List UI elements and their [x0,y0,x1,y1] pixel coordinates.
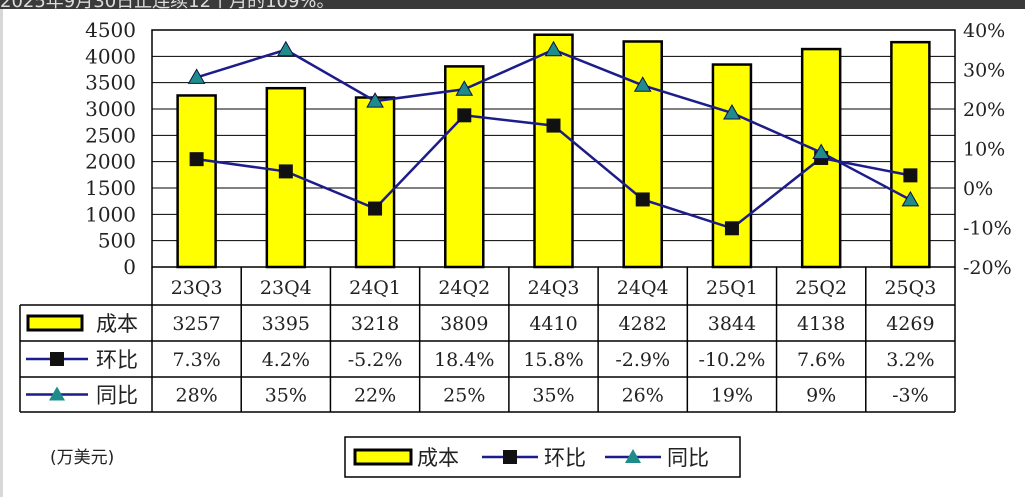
table-key-triangle [49,386,65,401]
y-tick-left: 3500 [85,71,136,95]
x-category-label: 24Q3 [528,277,580,299]
y-tick-left: 2000 [85,150,136,174]
bar [176,94,217,269]
table-cell: 4138 [797,313,845,335]
table-cell: -3% [892,385,929,407]
bar [622,40,663,269]
table-cell: -5.2% [348,349,403,371]
triangle-marker [276,40,295,57]
table-cell: -2.9% [615,349,670,371]
triangle-marker [455,80,474,96]
table-key-bar [26,314,84,332]
legend-key-bar [353,448,413,466]
bar [354,96,396,269]
table-cell: 3.2% [886,349,934,371]
table-cell: 28% [175,385,217,407]
y-tick-left: 2500 [85,123,136,147]
table-cell: 3257 [172,313,220,335]
legend-label: 环比 [544,446,586,470]
y-tick-left: 1000 [85,202,136,226]
bar [444,65,485,269]
y-tick-left: 1500 [85,176,136,200]
square-marker [635,192,650,207]
table-cell: 35% [265,385,307,407]
table-cell: 35% [532,385,574,407]
table-cell: 4269 [886,313,934,335]
table-series-name: 同比 [96,384,138,408]
y-tick-left: 3000 [85,97,136,121]
header-text: 2025年9月30日止连续12个月的109%。 [0,0,335,9]
legend-label: 成本 [417,446,459,470]
table-cell: 4.2% [262,349,310,371]
table-cell: 3218 [351,313,399,335]
x-category-label: 25Q1 [706,277,758,299]
x-category-label: 24Q4 [617,277,669,299]
legend-key-square [503,450,517,464]
y-tick-left: 0 [123,255,136,279]
table-key-square [50,352,64,366]
table-cell: 3844 [708,313,756,335]
y-tick-right: -20% [963,257,1012,279]
triangle-marker [901,190,920,207]
x-category-label: 23Q3 [171,277,223,299]
x-category-label: 24Q1 [349,277,401,299]
triangle-marker [544,40,563,57]
x-category-label: 23Q4 [260,277,312,299]
table-series-name: 环比 [96,348,138,372]
square-marker [278,164,293,179]
table-cell: 7.6% [797,349,845,371]
triangle-marker [812,143,831,159]
square-marker [546,118,561,133]
table-cell: 26% [622,385,664,407]
bar [533,33,574,269]
table-cell: 3809 [440,313,488,335]
table-cell: 9% [806,385,836,407]
bar [711,63,753,269]
unit-label: (万美元) [50,448,115,468]
table-cell: 22% [354,385,396,407]
x-category-label: 25Q3 [884,277,936,299]
bar [890,40,931,269]
triangle-marker [723,103,741,120]
table-series-name: 成本 [96,312,138,336]
table-cell: 4410 [529,313,577,335]
square-marker [457,108,472,123]
y-tick-right: 0% [963,178,993,200]
y-tick-left: 4000 [85,44,136,68]
table-cell: 25% [443,385,485,407]
legend-key-triangle [625,449,641,463]
y-tick-right: -10% [963,218,1012,240]
table-cell: 19% [711,385,753,407]
y-tick-right: 10% [963,139,1005,161]
x-category-label: 24Q2 [438,277,490,299]
triangle-marker [187,68,206,84]
y-tick-left: 500 [98,229,136,253]
table-cell: 18.4% [434,349,494,371]
table-cell: 3395 [262,313,310,335]
y-tick-right: 30% [963,60,1005,82]
triangle-marker [633,76,652,92]
y-tick-right: 20% [963,99,1005,121]
table-cell: 7.3% [172,349,220,371]
table-cell: 4282 [619,313,667,335]
table-cell: 15.8% [523,349,583,371]
left-edge [0,9,3,497]
square-marker [189,152,204,167]
square-marker [724,221,739,236]
y-tick-right: 40% [963,20,1005,42]
top-bar: 2025年9月30日止连续12个月的109%。 [0,0,1025,9]
square-marker [368,201,383,216]
square-marker [903,168,918,183]
y-tick-left: 4500 [85,18,136,42]
table-cell: -10.2% [699,349,766,371]
legend-label: 同比 [667,446,709,470]
x-category-label: 25Q2 [795,277,847,299]
triangle-marker [366,92,384,108]
